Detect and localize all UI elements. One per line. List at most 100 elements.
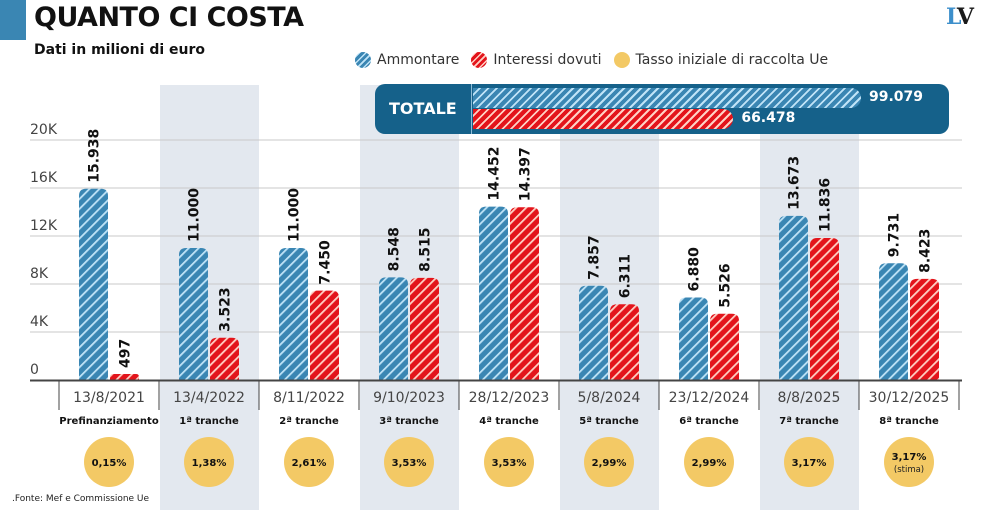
tranche-label: 2ª tranche <box>279 416 339 427</box>
rate-value: 2,99% <box>592 458 627 469</box>
rate-value: 3,53% <box>392 458 427 469</box>
rate-value: 0,15% <box>92 458 127 469</box>
rate-value: 3,17% <box>892 452 927 463</box>
rate-circle <box>884 437 934 487</box>
legend-item-interessi: Interessi dovuti <box>471 52 602 68</box>
bar-value-label: 8.515 <box>418 228 434 272</box>
bar-value-label: 6.311 <box>618 254 634 298</box>
total-interessi-bar <box>473 109 734 129</box>
bar-value-label: 9.731 <box>887 213 903 257</box>
bar-value-label: 5.526 <box>718 263 734 307</box>
bar-interessi <box>310 290 339 380</box>
x-tick-label: 5/8/2024 <box>578 390 641 406</box>
bar-value-label: 11.836 <box>818 178 834 232</box>
legend-item-ammontare: Ammontare <box>355 52 459 68</box>
bar-ammontare <box>379 277 408 380</box>
bar-value-label: 14.397 <box>518 147 534 201</box>
legend-label: Tasso iniziale di raccolta Ue <box>635 52 829 68</box>
bar-ammontare <box>779 215 808 380</box>
bar-interessi <box>110 374 139 380</box>
legend-item-tasso: Tasso iniziale di raccolta Ue <box>613 52 829 68</box>
bar-value-label: 7.857 <box>587 235 603 279</box>
bar-value-label: 6.880 <box>687 247 703 292</box>
bar-ammontare <box>279 248 308 380</box>
x-tick-label: 8/11/2022 <box>273 390 345 406</box>
logo: LV <box>946 4 974 30</box>
legend-label: Interessi dovuti <box>493 52 602 68</box>
bar-value-label: 14.452 <box>487 147 503 201</box>
rate-value: 3,17% <box>792 458 827 469</box>
tranche-label: 8ª tranche <box>879 416 939 427</box>
tranche-label: 4ª tranche <box>479 416 539 427</box>
x-tick-label: 9/10/2023 <box>373 390 445 406</box>
bar-interessi <box>710 313 739 380</box>
x-tick-label: 8/8/2025 <box>778 390 841 406</box>
rate-circle <box>584 437 634 487</box>
y-tick-label: 12K <box>30 218 58 234</box>
bar-value-label: 13.673 <box>787 156 803 210</box>
y-tick-label: 0 <box>30 362 39 378</box>
x-tick-label: 13/8/2021 <box>73 390 145 406</box>
rate-circle <box>784 437 834 487</box>
totals-box: TOTALE 99.079 66.478 <box>375 84 949 134</box>
total-ammontare-bar <box>473 88 861 108</box>
bar-ammontare <box>479 206 508 380</box>
logo-l: L <box>946 4 959 30</box>
rate-circle <box>684 437 734 487</box>
bar-ammontare <box>579 285 608 380</box>
bar-value-label: 497 <box>118 339 134 368</box>
bar-ammontare <box>179 248 208 380</box>
bar-value-label: 7.450 <box>318 240 334 285</box>
x-tick-label: 28/12/2023 <box>469 390 550 406</box>
y-tick-label: 8K <box>30 266 49 282</box>
bar-interessi <box>810 237 839 380</box>
rate-value: 2,99% <box>692 458 727 469</box>
bar-ammontare <box>79 188 108 380</box>
x-tick-label: 23/12/2024 <box>669 390 750 406</box>
tranche-label: 5ª tranche <box>579 416 639 427</box>
y-tick-label: 16K <box>30 170 58 186</box>
tranche-label: 6ª tranche <box>679 416 739 427</box>
x-tick-label: 30/12/2025 <box>869 390 950 406</box>
bar-ammontare <box>679 297 708 380</box>
yellow-dot-icon <box>613 52 630 68</box>
x-tick-label: 13/4/2022 <box>173 390 245 406</box>
totals-divider <box>471 84 472 134</box>
rate-value: 2,61% <box>292 458 327 469</box>
rate-note: (stima) <box>894 465 924 475</box>
bar-interessi <box>210 337 239 380</box>
total-interessi-value: 66.478 <box>741 110 796 126</box>
bar-value-label: 11.000 <box>187 188 203 242</box>
bar-value-label: 8.548 <box>387 227 403 271</box>
bar-interessi <box>610 304 639 380</box>
bar-interessi <box>410 277 439 380</box>
tranche-label: 3ª tranche <box>379 416 439 427</box>
bar-value-label: 11.000 <box>287 188 303 242</box>
bar-value-label: 3.523 <box>218 287 234 331</box>
bar-ammontare <box>879 263 908 380</box>
red-hatched-dot-icon <box>471 52 488 68</box>
bar-interessi <box>910 278 939 380</box>
totals-label: TOTALE <box>389 99 457 118</box>
tranche-label: 7ª tranche <box>779 416 839 427</box>
y-tick-label: 20K <box>30 122 58 138</box>
logo-v: V <box>956 4 974 30</box>
tranche-label: Prefinanziamento <box>59 416 159 427</box>
source-note: .Fonte: Mef e Commissione Ue <box>12 494 150 504</box>
tranche-label: 1ª tranche <box>179 416 239 427</box>
bar-value-label: 15.938 <box>87 129 103 183</box>
rate-value: 1,38% <box>192 458 227 469</box>
blue-hatched-dot-icon <box>355 52 371 68</box>
rate-circle <box>384 437 434 487</box>
legend-label: Ammontare <box>377 52 460 68</box>
bar-interessi <box>510 207 539 380</box>
rate-circle <box>484 437 534 487</box>
rate-circle <box>184 437 234 487</box>
chart-title: QUANTO CI COSTA <box>34 2 304 33</box>
accent-block <box>0 0 26 40</box>
rate-value: 3,53% <box>492 458 527 469</box>
legend: Ammontare Interessi dovuti Tasso inizial… <box>355 52 840 68</box>
rate-circle <box>84 437 134 487</box>
chart-subtitle: Dati in milioni di euro <box>34 42 205 58</box>
